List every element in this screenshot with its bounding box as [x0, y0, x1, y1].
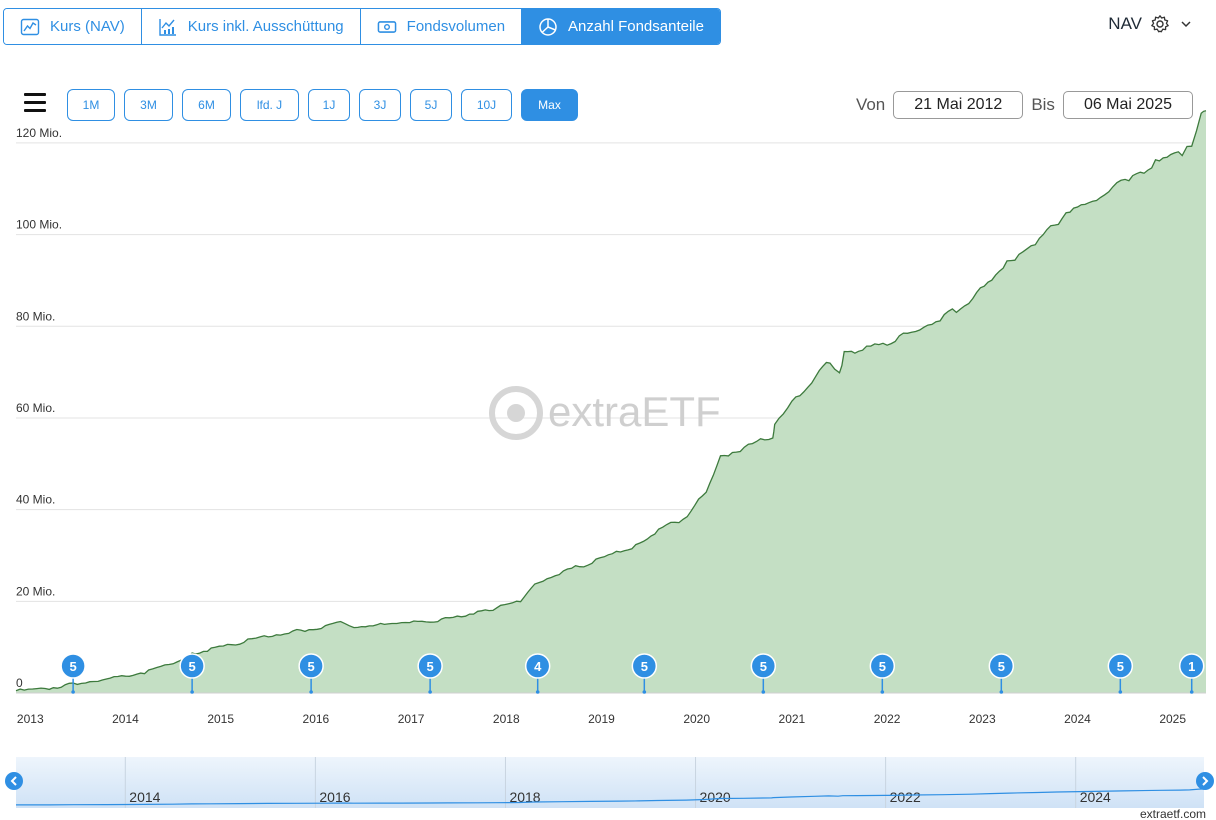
tab-kurs-ausschuettung[interactable]: Kurs inkl. Ausschüttung — [141, 9, 361, 44]
dividend-flag[interactable]: 5 — [60, 653, 86, 694]
dividend-flag-label: 5 — [998, 659, 1005, 674]
navigator-tick-label: 2020 — [700, 789, 731, 805]
dividend-flag[interactable]: 5 — [298, 653, 324, 694]
x-tick-label: 2022 — [874, 712, 901, 726]
navigator-axis: 2014 2016 2018 2020 2022 2024 — [124, 757, 1111, 808]
pie-chart-icon — [539, 17, 557, 36]
watermark-text: extraETF — [548, 388, 721, 435]
dividend-flag-label: 5 — [641, 659, 648, 674]
chevron-left-icon — [10, 776, 17, 786]
watermark: extraETF — [489, 386, 721, 440]
tab-fondsvolumen[interactable]: Fondsvolumen — [360, 9, 523, 44]
dividend-flag[interactable]: 5 — [1107, 653, 1134, 694]
chevron-down-icon — [1181, 21, 1191, 28]
x-tick-label: 2014 — [112, 712, 139, 726]
range-10y-button[interactable]: 10J — [461, 89, 512, 121]
dividend-flag-label: 5 — [427, 659, 434, 674]
range-max-button[interactable]: Max — [521, 89, 578, 121]
to-date-input[interactable]: 06 Mai 2025 — [1062, 91, 1193, 119]
dividend-flag[interactable]: 5 — [417, 653, 443, 694]
to-label: Bis — [1031, 95, 1055, 114]
x-tick-label: 2023 — [969, 712, 996, 726]
from-date-input[interactable]: 21 Mai 2012 — [893, 91, 1024, 119]
tab-label: Kurs (NAV) — [50, 18, 125, 35]
tab-label: Anzahl Fondsanteile — [568, 18, 704, 35]
x-axis: 2013 2014 2015 2016 2017 2018 2019 2020 2021 2022… — [17, 712, 1186, 726]
navigator-tick-label: 2024 — [1080, 789, 1111, 805]
navigator-left-handle[interactable] — [5, 772, 23, 790]
range-ytd-button[interactable]: lfd. J — [240, 89, 299, 121]
gear-icon — [1151, 15, 1169, 33]
x-tick-label: 2017 — [398, 712, 425, 726]
y-tick-label: 100 Mio. — [16, 218, 62, 232]
price-type-select[interactable]: NAV — [1108, 14, 1194, 34]
chart-type-tabs: Kurs (NAV) Kurs inkl. Ausschüttung Fonds… — [3, 8, 721, 45]
y-tick-label: 20 Mio. — [16, 584, 55, 598]
x-tick-label: 2024 — [1064, 712, 1091, 726]
dividend-flag-label: 4 — [534, 659, 542, 674]
series-line — [15, 110, 1207, 692]
price-type-label: NAV — [1108, 14, 1142, 33]
y-tick-label: 0 — [16, 676, 23, 690]
dividend-flag[interactable]: 1 — [1178, 653, 1205, 694]
dividend-flag[interactable]: 5 — [750, 653, 777, 694]
x-tick-label: 2020 — [683, 712, 710, 726]
dividend-flag-label: 5 — [189, 659, 196, 674]
dividend-flag-label: 5 — [879, 659, 886, 674]
date-range: Von 21 Mai 2012 Bis 06 Mai 2025 — [856, 91, 1193, 119]
x-tick-label: 2025 — [1159, 712, 1186, 726]
x-tick-label: 2016 — [303, 712, 330, 726]
navigator-tick-label: 2016 — [319, 789, 350, 805]
y-tick-label: 40 Mio. — [16, 493, 55, 507]
dividend-flag-label: 5 — [1117, 659, 1124, 674]
navigator-mask[interactable] — [16, 757, 1204, 808]
x-tick-label: 2013 — [17, 712, 44, 726]
hamburger-menu-icon[interactable] — [24, 93, 46, 115]
tab-label: Fondsvolumen — [406, 18, 506, 35]
tab-anzahl-fondsanteile[interactable]: Anzahl Fondsanteile — [522, 9, 720, 44]
series-area — [16, 110, 1206, 694]
tab-kurs-nav[interactable]: Kurs (NAV) — [4, 9, 142, 44]
dividend-flag[interactable]: 5 — [869, 653, 896, 694]
x-tick-label: 2021 — [779, 712, 806, 726]
event-flags: 5 5 5 5 4 5 5 5 5 5 1 — [60, 653, 1205, 694]
money-icon — [377, 20, 396, 33]
y-axis: 0 20 Mio. 40 Mio. 60 Mio. 80 Mio. 100 Mio. 120… — [16, 126, 62, 690]
range-3m-button[interactable]: 3M — [124, 89, 173, 121]
dividend-flag-label: 1 — [1188, 659, 1195, 674]
range-1m-button[interactable]: 1M — [67, 89, 115, 121]
range-selector: 1M 3M 6M lfd. J 1J 3J 5J 10J Max — [67, 89, 578, 121]
range-6m-button[interactable]: 6M — [182, 89, 231, 121]
dividend-flag-label: 5 — [760, 659, 767, 674]
dividend-flag[interactable]: 5 — [631, 653, 658, 694]
from-label: Von — [855, 95, 886, 114]
dividend-flag-label: 5 — [308, 659, 315, 674]
tab-label: Kurs inkl. Ausschüttung — [187, 18, 344, 35]
range-3y-button[interactable]: 3J — [359, 89, 401, 121]
x-tick-label: 2018 — [493, 712, 520, 726]
navigator-tick-label: 2022 — [890, 789, 921, 805]
dividend-flag[interactable]: 5 — [988, 653, 1015, 694]
chevron-right-icon — [1202, 776, 1209, 786]
line-chart-icon — [20, 18, 40, 35]
x-tick-label: 2015 — [207, 712, 234, 726]
credit-text: extraetf.com — [1139, 807, 1206, 820]
navigator-tick-label: 2018 — [509, 789, 540, 805]
x-tick-label: 2019 — [588, 712, 615, 726]
range-1y-button[interactable]: 1J — [308, 89, 350, 121]
navigator-series — [16, 788, 1205, 806]
dividend-flag[interactable]: 4 — [524, 653, 551, 694]
dividend-flag[interactable]: 5 — [179, 653, 205, 694]
range-5y-button[interactable]: 5J — [410, 89, 452, 121]
dividend-flag-label: 5 — [70, 659, 77, 674]
bar-line-chart-icon — [159, 18, 176, 36]
y-tick-label: 60 Mio. — [16, 401, 55, 415]
y-tick-label: 80 Mio. — [16, 309, 55, 323]
navigator-tick-label: 2014 — [129, 789, 160, 805]
navigator-right-handle[interactable] — [1196, 772, 1214, 790]
y-tick-label: 120 Mio. — [16, 126, 62, 140]
